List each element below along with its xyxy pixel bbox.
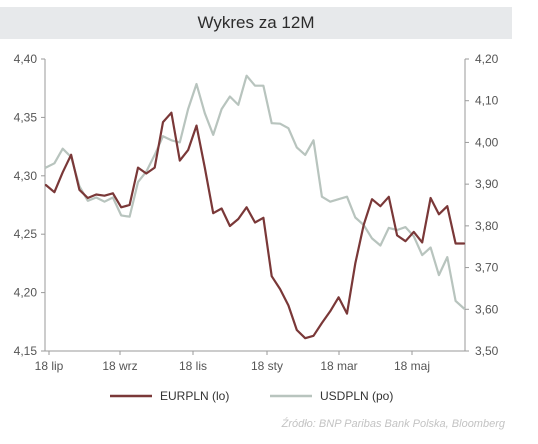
right-tick-label: 3,80 [475,219,499,233]
chart-title-bar: Wykres za 12M [0,7,512,39]
left-tick-label: 4,35 [14,110,38,124]
x-tick-label: 18 sty [251,359,283,373]
legend-label-usdpln: USDPLN (po) [320,389,393,403]
x-tick-label: 18 maj [394,359,430,373]
left-tick-label: 4,15 [14,344,38,358]
source-note: Źródło: BNP Paribas Bank Polska, Bloombe… [281,418,505,430]
left-tick-label: 4,25 [14,227,38,241]
eurpln-series-line [44,111,466,340]
usdpln-series-line [44,74,466,310]
right-tick-label: 3,60 [475,302,499,316]
left-tick-label: 4,20 [14,286,38,300]
left-tick-label: 4,30 [14,169,38,183]
right-tick-label: 3,70 [475,261,499,275]
x-tick-label: 18 lis [179,359,207,373]
x-tick-label: 18 lip [35,359,64,373]
left-tick-label: 4,40 [14,52,38,66]
right-tick-label: 3,50 [475,344,499,358]
right-tick-label: 4,00 [475,135,499,149]
legend-label-eurpln: EURPLN (lo) [160,389,229,403]
x-tick-label: 18 wrz [102,359,137,373]
right-tick-label: 3,90 [475,177,499,191]
right-tick-label: 4,10 [475,94,499,108]
chart-title: Wykres za 12M [197,13,315,32]
x-tick-label: 18 mar [320,359,357,373]
right-tick-label: 4,20 [475,52,499,66]
